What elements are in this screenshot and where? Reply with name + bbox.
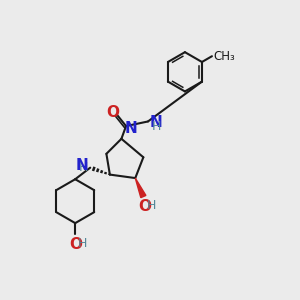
Text: H: H (79, 161, 88, 174)
Text: O: O (106, 105, 119, 120)
Polygon shape (135, 178, 146, 198)
Text: CH₃: CH₃ (214, 50, 236, 63)
Text: O: O (139, 199, 152, 214)
Text: O: O (69, 237, 82, 252)
Text: N: N (124, 122, 137, 136)
Text: N: N (76, 158, 88, 173)
Text: H: H (147, 199, 156, 212)
Text: N: N (150, 115, 163, 130)
Text: H: H (77, 237, 87, 250)
Text: H: H (152, 120, 161, 133)
